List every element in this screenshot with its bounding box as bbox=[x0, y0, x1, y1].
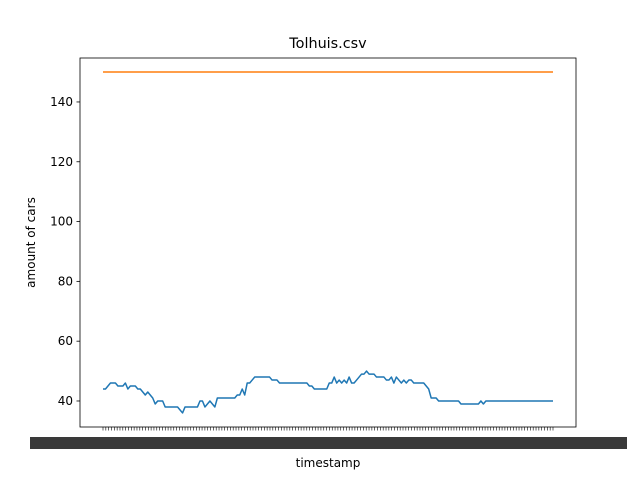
series-line-1 bbox=[103, 370, 553, 414]
axes-frame bbox=[79, 57, 577, 428]
y-tick-label: 140 bbox=[50, 95, 73, 109]
y-tick-label: 60 bbox=[58, 334, 73, 348]
x-axis bbox=[30, 427, 627, 449]
y-axis-label: amount of cars bbox=[24, 197, 38, 288]
y-tick-label: 80 bbox=[58, 274, 73, 288]
y-tick-label: 100 bbox=[50, 215, 73, 229]
plot-area bbox=[103, 71, 553, 414]
x-axis-label: timestamp bbox=[296, 456, 361, 470]
y-tick-label: 40 bbox=[58, 394, 73, 408]
chart-title: Tolhuis.csv bbox=[288, 36, 367, 52]
y-axis: 40 60 80 100 120 140 bbox=[50, 95, 80, 408]
x-tick-labels-overlapping bbox=[30, 437, 627, 449]
y-tick-label: 120 bbox=[50, 155, 73, 169]
